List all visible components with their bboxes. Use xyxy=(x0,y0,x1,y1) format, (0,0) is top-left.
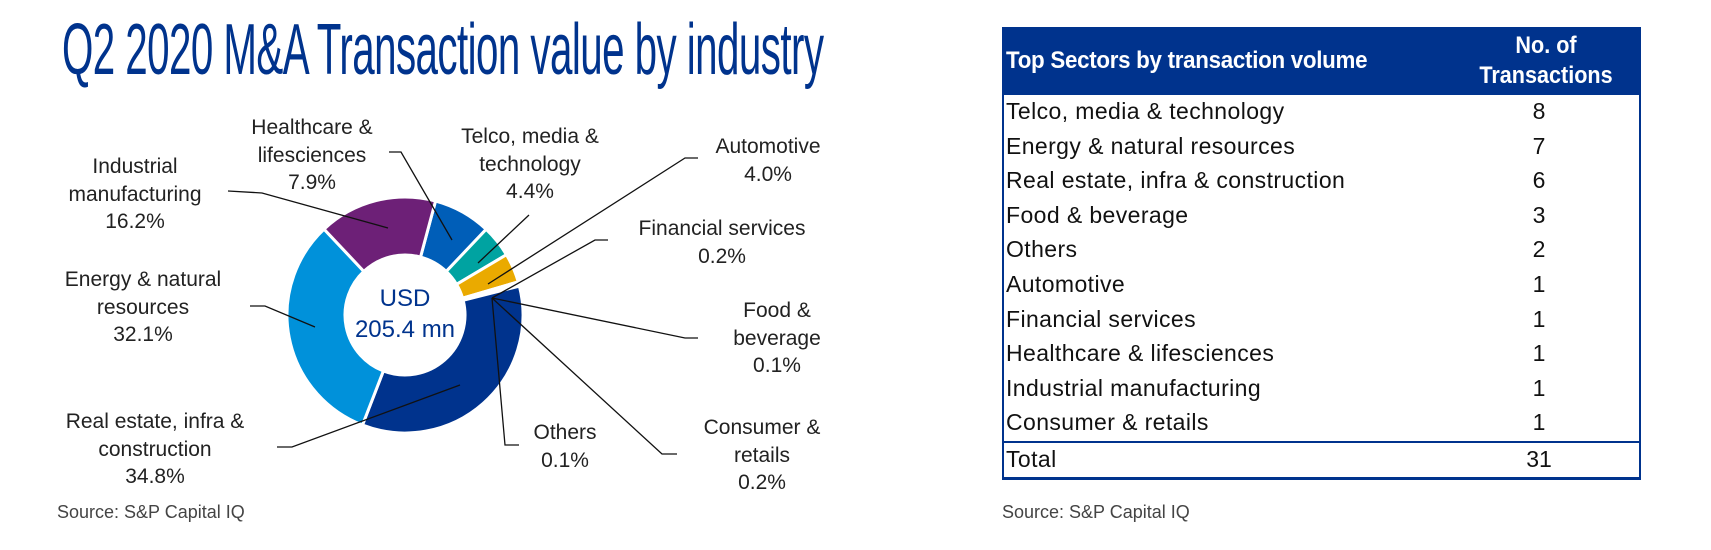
label-line: technology xyxy=(479,152,581,176)
label-line: Financial services xyxy=(638,217,806,240)
leader-line-food xyxy=(491,297,698,339)
sector-cell: Automotive xyxy=(1006,270,1126,297)
header-count-line: No. of xyxy=(1515,32,1577,59)
sector-cell: Food & beverage xyxy=(1006,201,1189,228)
label-value: 34.8% xyxy=(125,465,185,488)
table-row: Healthcare & lifesciences 1 xyxy=(1004,337,1639,372)
label-line: Automotive xyxy=(715,135,821,158)
slice-label-telco: Telco, media & technology 4.4% xyxy=(461,123,599,206)
table-total-row: Total 31 xyxy=(1004,440,1639,480)
total-label: Total xyxy=(1006,445,1057,472)
label-line: Others xyxy=(533,421,597,444)
slice-label-financial: Financial services 0.2% xyxy=(639,215,806,270)
label-line: retails xyxy=(733,443,791,467)
label-line: Telco, media & xyxy=(461,125,599,148)
table-row: Consumer & retails 1 xyxy=(1004,406,1639,441)
center-label-total: 205.4 mn xyxy=(354,316,456,343)
label-line: Food & xyxy=(743,299,811,322)
table-row: Food & beverage 3 xyxy=(1004,199,1639,234)
label-line: resources xyxy=(96,295,190,319)
label-value: 4.4% xyxy=(506,180,554,203)
label-line: beverage xyxy=(733,326,821,350)
sector-cell: Others xyxy=(1006,236,1078,263)
table-row: Energy & natural resources 7 xyxy=(1004,130,1639,165)
sector-cell: Energy & natural resources xyxy=(1006,132,1296,159)
slice-label-consumer: Consumer & retails 0.2% xyxy=(704,414,821,497)
label-value: 0.2% xyxy=(698,244,746,268)
label-line: construction xyxy=(98,437,212,461)
label-line: Consumer & xyxy=(703,416,821,439)
leader-line-financial xyxy=(491,239,608,299)
table-row: Automotive 1 xyxy=(1004,268,1639,303)
leader-line-consumer xyxy=(491,297,677,455)
donut-slice-industrial-manufacturing xyxy=(321,195,438,274)
count-cell: 1 xyxy=(1532,340,1546,367)
count-cell: 8 xyxy=(1532,98,1546,124)
slice-label-others: Others 0.1% xyxy=(533,419,596,474)
sector-cell: Telco, media & technology xyxy=(1006,98,1285,124)
count-cell: 7 xyxy=(1532,132,1546,159)
leader-line-industrial xyxy=(227,190,389,229)
leader-line-energy xyxy=(250,305,316,328)
donut-center-label: USD 205.4 mn xyxy=(355,283,455,345)
count-cell: 1 xyxy=(1532,270,1546,297)
label-line: Energy & natural xyxy=(64,268,222,291)
label-line: Healthcare & xyxy=(251,116,373,139)
label-line: Industrial xyxy=(92,155,178,178)
sector-cell: Healthcare & lifesciences xyxy=(1006,340,1275,367)
chart-title: Q2 2020 M&A Transaction value by industr… xyxy=(62,10,824,90)
table-body: Telco, media & technology 8 Energy & natu… xyxy=(1002,95,1641,480)
sector-cell: Financial services xyxy=(1006,305,1196,332)
total-count: 31 xyxy=(1526,445,1552,472)
sector-cell: Industrial manufacturing xyxy=(1006,374,1262,401)
leader-line-automotive xyxy=(487,157,698,285)
leader-line-real-estate xyxy=(277,384,461,448)
leader-line-others xyxy=(491,297,519,446)
count-cell: 1 xyxy=(1532,305,1546,332)
label-value: 0.1% xyxy=(541,448,589,472)
label-value: 7.9% xyxy=(288,171,336,194)
slice-label-automotive: Automotive 4.0% xyxy=(715,133,820,188)
label-value: 0.1% xyxy=(753,354,801,377)
label-value: 0.2% xyxy=(738,471,786,494)
label-value: 16.2% xyxy=(105,210,165,233)
slice-label-food: Food & beverage 0.1% xyxy=(733,297,821,380)
table-row: Telco, media & technology 8 xyxy=(1004,95,1639,130)
header-count-line: Transactions xyxy=(1479,62,1613,89)
count-cell: 1 xyxy=(1532,374,1546,401)
top-sectors-table: Top Sectors by transaction volume No. of… xyxy=(1002,27,1641,480)
header-count: No. of Transactions xyxy=(1461,31,1632,91)
donut-slice-real-estate-infra-construction xyxy=(360,284,525,435)
label-line: Real estate, infra & xyxy=(65,410,245,433)
table-row: Industrial manufacturing 1 xyxy=(1004,372,1639,407)
slice-label-healthcare: Healthcare & lifesciences 7.9% xyxy=(251,114,372,197)
chart-source-note: Source: S&P Capital IQ xyxy=(57,502,245,522)
leader-line-healthcare xyxy=(389,151,453,241)
leader-line-telco xyxy=(477,214,530,264)
donut-slice-energy-natural-resources xyxy=(285,227,386,428)
table-header: Top Sectors by transaction volume No. of… xyxy=(1002,27,1641,95)
count-cell: 3 xyxy=(1532,201,1546,228)
slice-label-energy: Energy & natural resources 32.1% xyxy=(65,266,221,349)
leader-lines xyxy=(227,151,698,455)
label-line: manufacturing xyxy=(68,182,202,206)
table-source-note: Source: S&P Capital IQ xyxy=(1002,502,1190,522)
donut-chart xyxy=(227,151,698,455)
table-row: Financial services 1 xyxy=(1004,303,1639,338)
slice-label-real-estate: Real estate, infra & construction 34.8% xyxy=(66,408,245,491)
label-value: 4.0% xyxy=(744,162,792,186)
count-cell: 6 xyxy=(1532,167,1546,194)
sector-cell: Consumer & retails xyxy=(1006,409,1209,436)
label-line: lifesciences xyxy=(257,143,367,167)
count-cell: 2 xyxy=(1532,236,1546,263)
table-row: Others 2 xyxy=(1004,233,1639,268)
label-value: 32.1% xyxy=(113,323,173,346)
count-cell: 1 xyxy=(1532,409,1546,436)
table-row: Real estate, infra & construction 6 xyxy=(1004,164,1639,199)
header-sector: Top Sectors by transaction volume xyxy=(1006,47,1368,74)
sector-cell: Real estate, infra & construction xyxy=(1006,167,1346,194)
slice-label-industrial: Industrial manufacturing 16.2% xyxy=(68,153,201,236)
center-label-currency: USD xyxy=(379,285,431,312)
